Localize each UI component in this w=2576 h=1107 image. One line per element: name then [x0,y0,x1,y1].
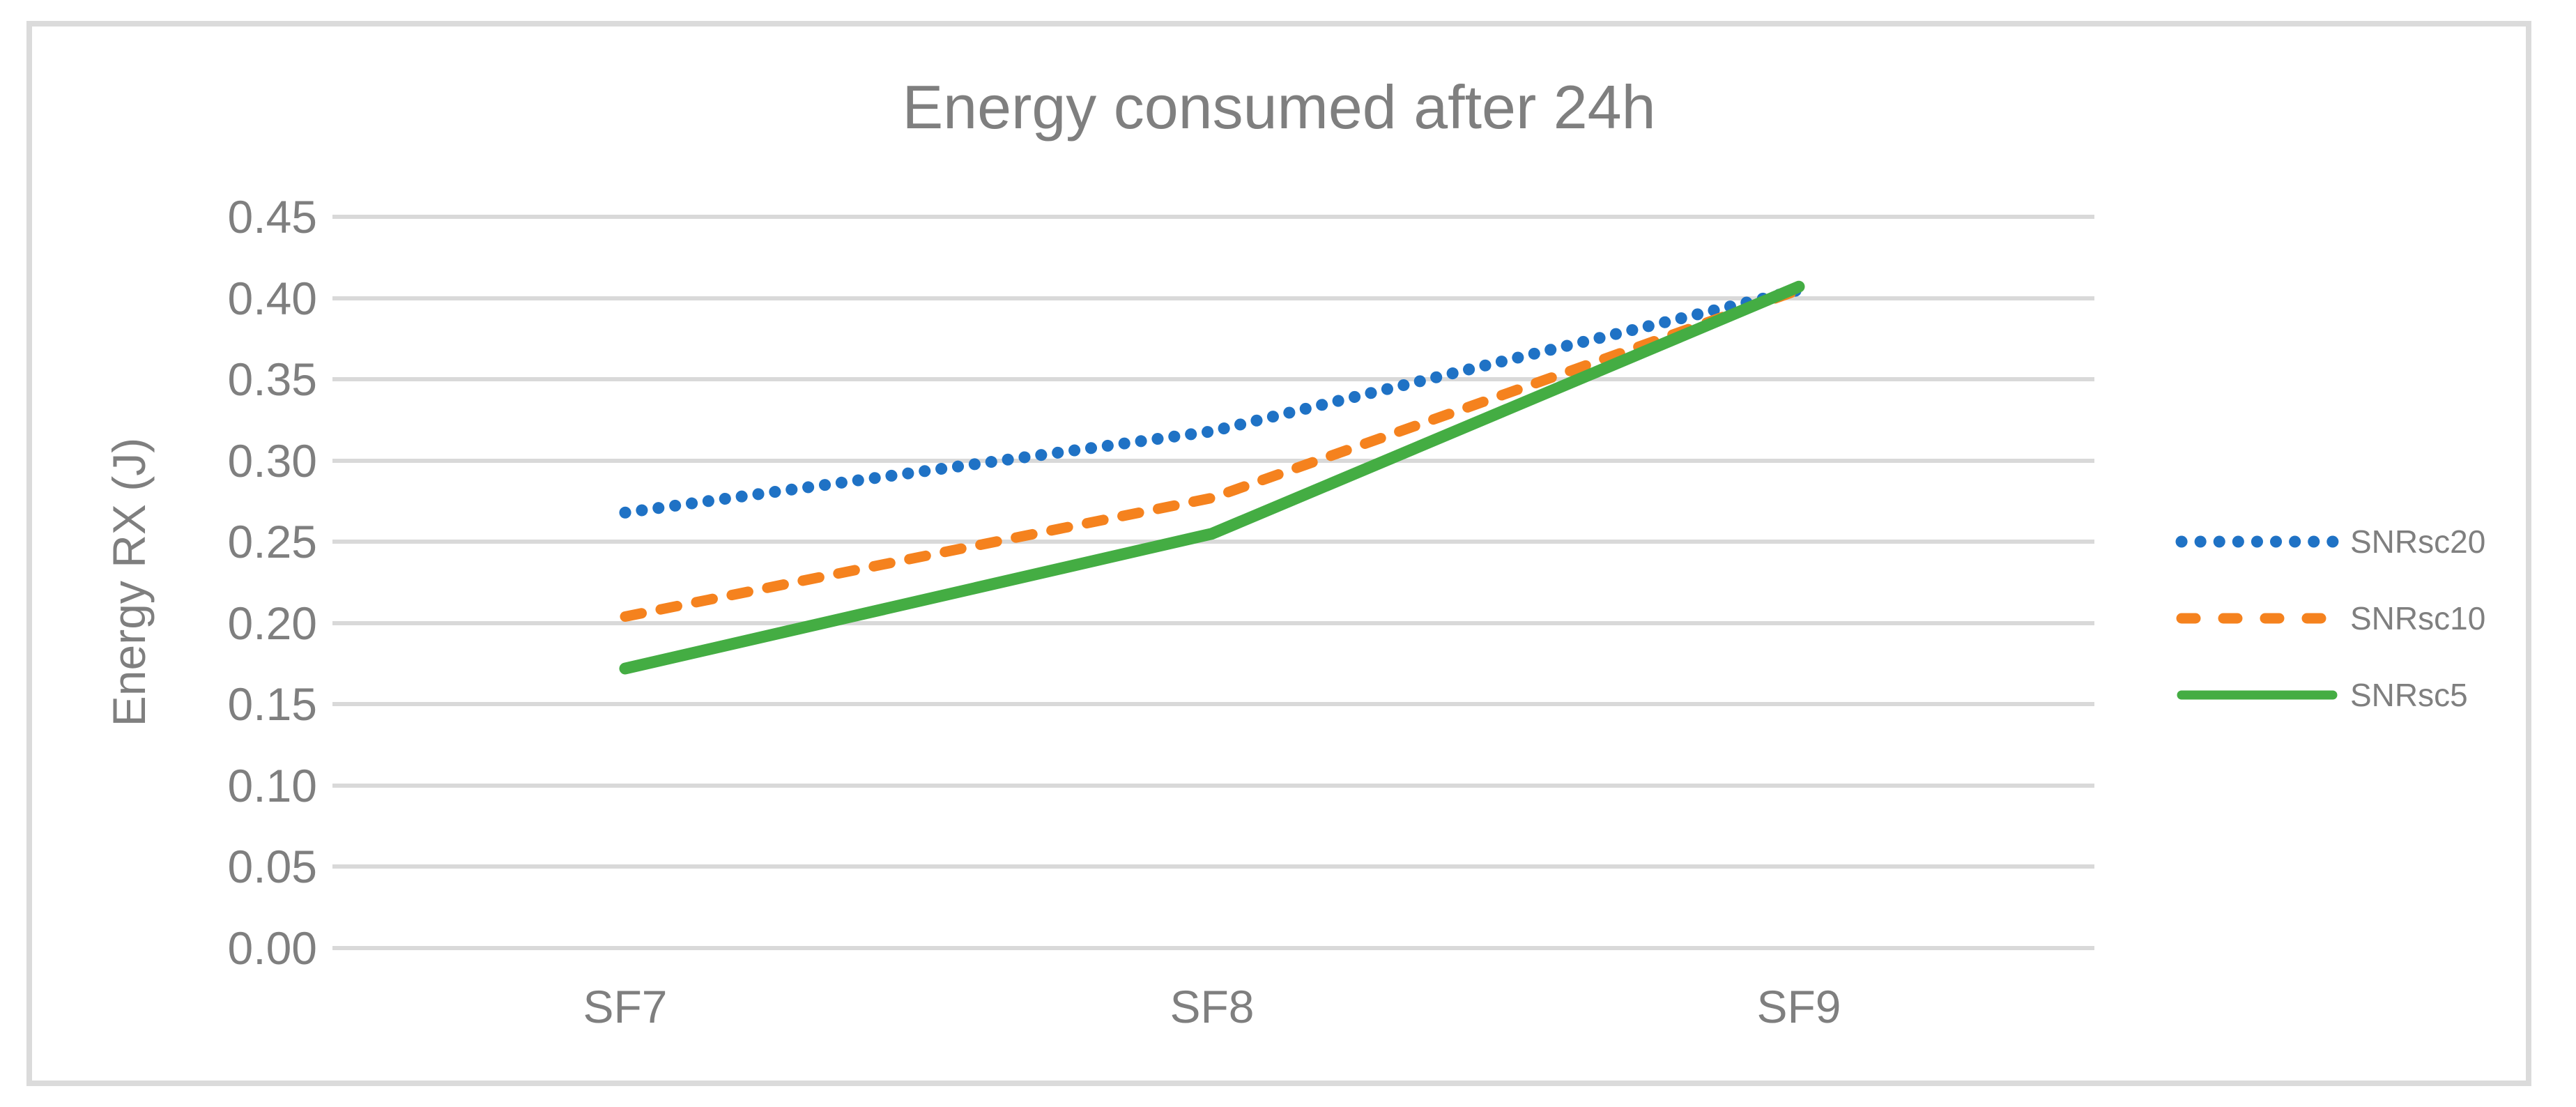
gridline [332,377,2094,382]
gridline [332,946,2094,950]
gridline [332,783,2094,788]
x-tick-label: SF7 [583,981,668,1032]
legend-label-SNRsc20: SNRsc20 [2350,524,2486,560]
gridline [332,458,2094,463]
y-tick-label: 0.00 [227,922,317,974]
gridline [332,215,2094,219]
series-line-SNRsc10 [620,284,1804,622]
chart-outer-frame [26,21,2531,1086]
gridline [332,864,2094,869]
legend-label-SNRsc10: SNRsc10 [2350,600,2486,636]
gridline [332,702,2094,707]
gridline [332,620,2094,625]
gridline [332,540,2094,544]
x-tick-label: SF8 [1170,981,1255,1032]
y-tick-label: 0.45 [227,191,317,243]
y-tick-label: 0.40 [227,272,317,324]
y-tick-label: 0.05 [227,841,317,893]
y-tick-label: 0.30 [227,434,317,487]
series-line-SNRsc5 [619,280,1805,675]
y-tick-label: 0.10 [227,759,317,811]
x-tick-label: SF9 [1756,981,1841,1032]
y-tick-label: 0.35 [227,353,317,406]
series-line-SNRsc20 [619,284,1805,519]
y-tick-label: 0.15 [227,678,317,731]
legend-label-SNRsc5: SNRsc5 [2350,677,2468,713]
chart-title: Energy consumed after 24h [902,72,1656,142]
y-tick-label: 0.20 [227,597,317,649]
gridline [332,296,2094,300]
y-tick-label: 0.25 [227,516,317,568]
